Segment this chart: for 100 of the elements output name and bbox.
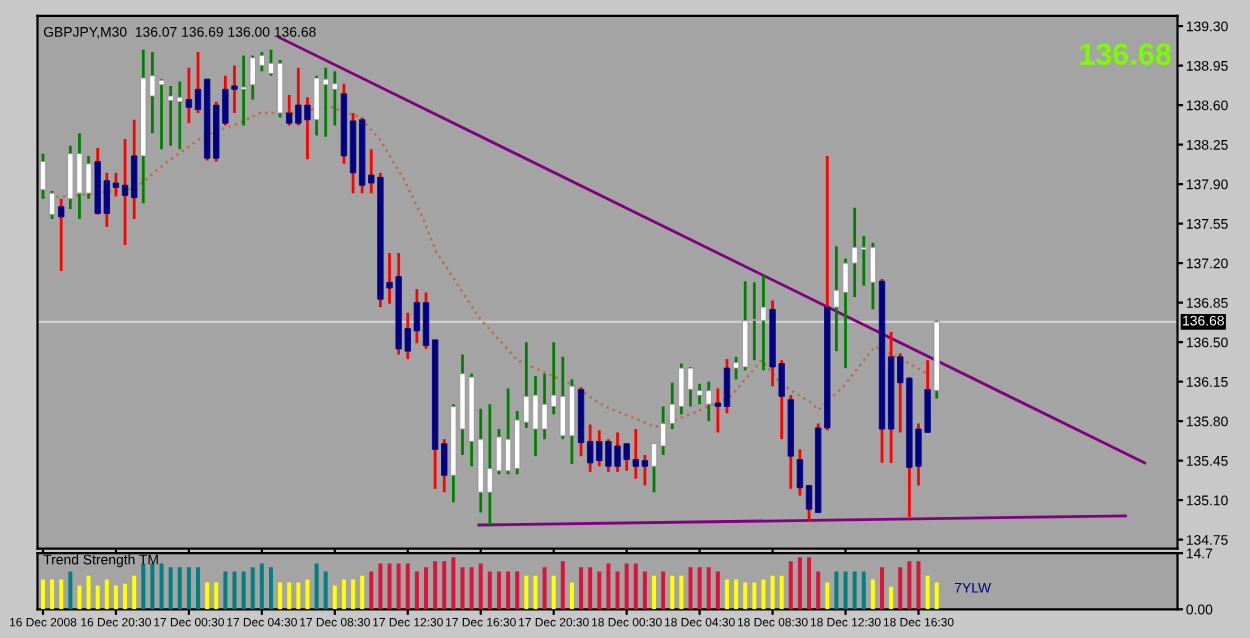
bar: [907, 561, 912, 610]
bar: [68, 571, 73, 610]
bar: [205, 582, 210, 610]
line-series: [41, 104, 929, 429]
bar: [159, 563, 164, 610]
bar: [232, 571, 237, 610]
annotation: 136.68: [1080, 43, 1171, 66]
bar: [314, 563, 319, 610]
bar: [113, 585, 118, 610]
bar: [86, 575, 91, 610]
bar: [834, 571, 839, 610]
bar: [323, 571, 328, 610]
bar: [551, 575, 556, 610]
bar: [825, 582, 830, 610]
bar: [916, 561, 921, 610]
bar: [615, 571, 620, 610]
candlestick: [39, 152, 47, 201]
bar: [351, 579, 356, 610]
bar: [414, 571, 419, 610]
bar: [925, 575, 930, 610]
bar: [150, 563, 155, 610]
bar: [560, 561, 565, 610]
bar: [588, 567, 593, 610]
bar: [797, 557, 802, 610]
bar: [807, 557, 812, 610]
bar: [496, 571, 501, 610]
bar: [287, 582, 292, 610]
bar: [141, 563, 146, 610]
bar: [50, 579, 55, 610]
bar: [870, 579, 875, 610]
bar: [779, 575, 784, 610]
bar: [396, 563, 401, 610]
bar: [579, 567, 584, 610]
bar: [770, 575, 775, 610]
bar: [569, 582, 574, 610]
bar: [515, 571, 520, 610]
bar: [442, 561, 447, 610]
bar: [332, 585, 337, 610]
bar: [123, 583, 128, 610]
candlestick: [185, 66, 193, 125]
bar: [652, 575, 657, 610]
bar: [132, 575, 137, 610]
bar: [661, 571, 666, 610]
bar: [761, 579, 766, 610]
bar: [405, 563, 410, 610]
candlestick: [58, 197, 65, 273]
bar: [633, 563, 638, 610]
bar: [843, 571, 848, 610]
bar: [898, 567, 903, 610]
bar: [752, 582, 757, 610]
bar: [296, 582, 301, 610]
bar: [168, 567, 173, 610]
bar: [360, 575, 365, 610]
bar: [433, 561, 438, 610]
bar: [706, 567, 711, 610]
bar: [177, 567, 182, 610]
bar: [743, 582, 748, 610]
bar: [852, 571, 857, 610]
bar: [697, 567, 702, 610]
bar: [378, 563, 383, 610]
bar: [259, 563, 264, 610]
candlestick: [240, 54, 247, 127]
bar: [268, 567, 273, 610]
bar: [478, 563, 483, 610]
bar: [40, 579, 45, 610]
bar: [469, 567, 474, 610]
bar: [734, 579, 739, 610]
bar: [889, 586, 894, 610]
bar: [487, 571, 492, 610]
bar: [241, 571, 246, 610]
bar: [788, 561, 793, 610]
bar: [214, 582, 219, 610]
bar: [642, 571, 647, 610]
bar: [597, 571, 602, 610]
bar: [816, 571, 821, 610]
bar: [934, 582, 939, 610]
bar: [186, 567, 191, 610]
bar: [506, 571, 511, 610]
bar: [880, 567, 885, 610]
bar: [724, 579, 729, 610]
candlestick: [48, 189, 56, 221]
bar: [533, 575, 538, 610]
bar: [715, 571, 720, 610]
bar: [369, 571, 374, 610]
bar: [95, 585, 100, 610]
bar: [424, 567, 429, 610]
bar: [223, 571, 228, 610]
bar: [670, 575, 675, 610]
bar: [341, 579, 346, 610]
bar: [688, 567, 693, 610]
bar: [624, 563, 629, 610]
bar: [59, 579, 64, 610]
bar: [861, 571, 866, 610]
bar: [196, 567, 201, 610]
bar: [451, 557, 456, 610]
bar: [104, 579, 109, 610]
bar: [278, 582, 283, 610]
bar: [460, 567, 465, 610]
bar: [305, 579, 310, 610]
bar: [606, 563, 611, 610]
